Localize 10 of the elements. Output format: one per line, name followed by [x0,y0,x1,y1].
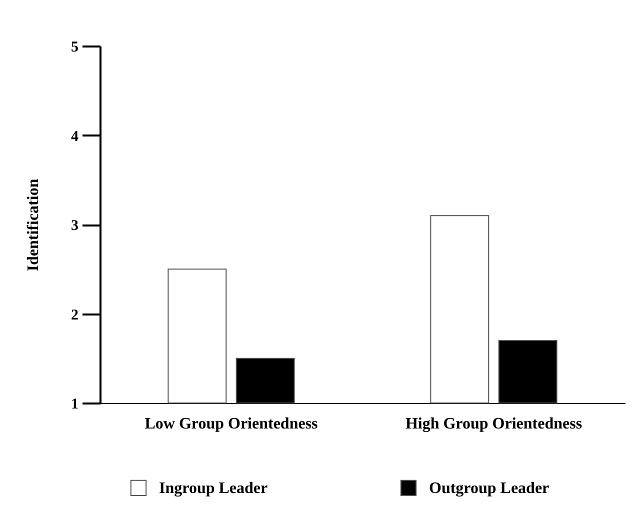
y-tick-label: 3 [71,218,78,234]
x-tick-label: Low Group Orientedness [144,416,318,432]
y-tick-label: 2 [71,307,78,324]
y-tick-label: 5 [71,40,78,56]
y-tick-label: 1 [71,396,78,412]
legend-label: Outgroup Leader [429,480,550,497]
y-axis-title: Identification [25,178,42,272]
x-tick-label: High Group Orientedness [405,416,582,432]
legend-label: Ingroup Leader [159,480,268,497]
y-tick-label: 4 [71,128,79,145]
